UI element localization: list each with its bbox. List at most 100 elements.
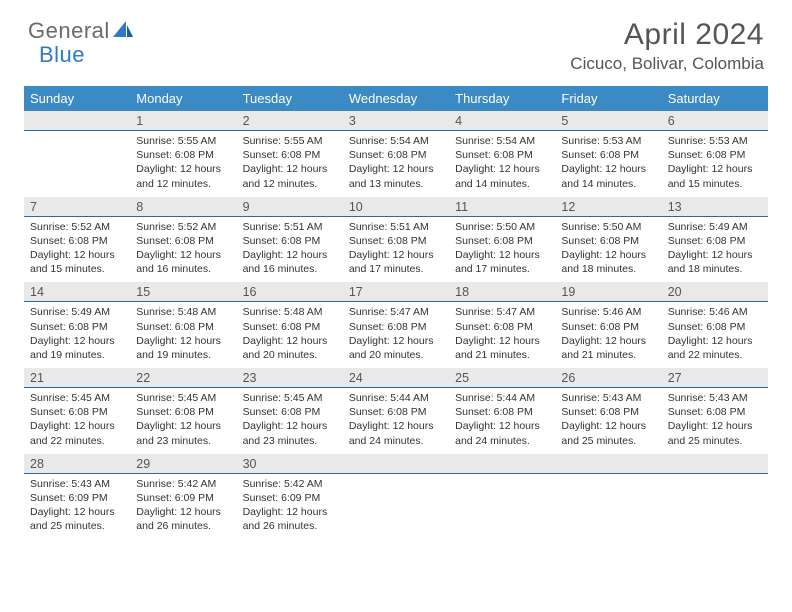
dow-cell: Wednesday <box>343 86 449 111</box>
title-block: April 2024 Cicuco, Bolivar, Colombia <box>570 18 764 74</box>
day-cell: 14Sunrise: 5:49 AMSunset: 6:08 PMDayligh… <box>24 282 130 368</box>
day-details: Sunrise: 5:47 AMSunset: 6:08 PMDaylight:… <box>343 302 449 368</box>
day-number: 6 <box>662 111 768 131</box>
day-cell: 1Sunrise: 5:55 AMSunset: 6:08 PMDaylight… <box>130 111 236 197</box>
day-cell: 30Sunrise: 5:42 AMSunset: 6:09 PMDayligh… <box>237 454 343 540</box>
day-number: 20 <box>662 282 768 302</box>
day-cell: 19Sunrise: 5:46 AMSunset: 6:08 PMDayligh… <box>555 282 661 368</box>
day-cell: 12Sunrise: 5:50 AMSunset: 6:08 PMDayligh… <box>555 197 661 283</box>
day-cell: 29Sunrise: 5:42 AMSunset: 6:09 PMDayligh… <box>130 454 236 540</box>
brand-part1: General <box>28 18 110 44</box>
day-details: Sunrise: 5:53 AMSunset: 6:08 PMDaylight:… <box>555 131 661 197</box>
day-cell <box>449 454 555 540</box>
week-row: 28Sunrise: 5:43 AMSunset: 6:09 PMDayligh… <box>24 454 768 540</box>
day-details: Sunrise: 5:46 AMSunset: 6:08 PMDaylight:… <box>662 302 768 368</box>
empty-day-bar <box>24 111 130 131</box>
day-number: 7 <box>24 197 130 217</box>
day-number: 12 <box>555 197 661 217</box>
day-details: Sunrise: 5:51 AMSunset: 6:08 PMDaylight:… <box>237 217 343 283</box>
day-details: Sunrise: 5:44 AMSunset: 6:08 PMDaylight:… <box>449 388 555 454</box>
day-number: 25 <box>449 368 555 388</box>
day-number: 29 <box>130 454 236 474</box>
day-number: 23 <box>237 368 343 388</box>
day-number: 22 <box>130 368 236 388</box>
day-details: Sunrise: 5:52 AMSunset: 6:08 PMDaylight:… <box>24 217 130 283</box>
week-row: 14Sunrise: 5:49 AMSunset: 6:08 PMDayligh… <box>24 282 768 368</box>
brand-sail-icon <box>112 20 134 45</box>
day-cell: 23Sunrise: 5:45 AMSunset: 6:08 PMDayligh… <box>237 368 343 454</box>
day-number: 17 <box>343 282 449 302</box>
weeks-container: 1Sunrise: 5:55 AMSunset: 6:08 PMDaylight… <box>24 111 768 539</box>
day-cell: 24Sunrise: 5:44 AMSunset: 6:08 PMDayligh… <box>343 368 449 454</box>
day-number: 18 <box>449 282 555 302</box>
day-cell: 16Sunrise: 5:48 AMSunset: 6:08 PMDayligh… <box>237 282 343 368</box>
day-cell: 3Sunrise: 5:54 AMSunset: 6:08 PMDaylight… <box>343 111 449 197</box>
day-details: Sunrise: 5:48 AMSunset: 6:08 PMDaylight:… <box>237 302 343 368</box>
brand-part2: Blue <box>39 42 85 67</box>
dow-cell: Thursday <box>449 86 555 111</box>
day-cell <box>24 111 130 197</box>
day-number: 1 <box>130 111 236 131</box>
day-details: Sunrise: 5:43 AMSunset: 6:08 PMDaylight:… <box>555 388 661 454</box>
day-number: 14 <box>24 282 130 302</box>
dow-cell: Monday <box>130 86 236 111</box>
day-number: 10 <box>343 197 449 217</box>
dow-cell: Saturday <box>662 86 768 111</box>
day-details: Sunrise: 5:55 AMSunset: 6:08 PMDaylight:… <box>237 131 343 197</box>
day-details: Sunrise: 5:51 AMSunset: 6:08 PMDaylight:… <box>343 217 449 283</box>
day-details: Sunrise: 5:53 AMSunset: 6:08 PMDaylight:… <box>662 131 768 197</box>
day-number: 21 <box>24 368 130 388</box>
dow-cell: Sunday <box>24 86 130 111</box>
day-of-week-header: SundayMondayTuesdayWednesdayThursdayFrid… <box>24 86 768 111</box>
day-details: Sunrise: 5:43 AMSunset: 6:09 PMDaylight:… <box>24 474 130 540</box>
day-cell: 13Sunrise: 5:49 AMSunset: 6:08 PMDayligh… <box>662 197 768 283</box>
day-number: 5 <box>555 111 661 131</box>
day-number: 9 <box>237 197 343 217</box>
day-number: 13 <box>662 197 768 217</box>
dow-cell: Friday <box>555 86 661 111</box>
day-cell: 26Sunrise: 5:43 AMSunset: 6:08 PMDayligh… <box>555 368 661 454</box>
empty-day-bar <box>449 454 555 474</box>
week-row: 7Sunrise: 5:52 AMSunset: 6:08 PMDaylight… <box>24 197 768 283</box>
day-cell <box>662 454 768 540</box>
day-details: Sunrise: 5:52 AMSunset: 6:08 PMDaylight:… <box>130 217 236 283</box>
day-cell: 22Sunrise: 5:45 AMSunset: 6:08 PMDayligh… <box>130 368 236 454</box>
day-cell: 21Sunrise: 5:45 AMSunset: 6:08 PMDayligh… <box>24 368 130 454</box>
empty-day-bar <box>555 454 661 474</box>
day-number: 8 <box>130 197 236 217</box>
day-details: Sunrise: 5:47 AMSunset: 6:08 PMDaylight:… <box>449 302 555 368</box>
day-cell: 2Sunrise: 5:55 AMSunset: 6:08 PMDaylight… <box>237 111 343 197</box>
day-number: 11 <box>449 197 555 217</box>
day-number: 27 <box>662 368 768 388</box>
day-details: Sunrise: 5:48 AMSunset: 6:08 PMDaylight:… <box>130 302 236 368</box>
day-cell: 28Sunrise: 5:43 AMSunset: 6:09 PMDayligh… <box>24 454 130 540</box>
day-number: 30 <box>237 454 343 474</box>
location-label: Cicuco, Bolivar, Colombia <box>570 54 764 74</box>
day-number: 3 <box>343 111 449 131</box>
week-row: 21Sunrise: 5:45 AMSunset: 6:08 PMDayligh… <box>24 368 768 454</box>
day-number: 16 <box>237 282 343 302</box>
day-number: 4 <box>449 111 555 131</box>
day-details: Sunrise: 5:45 AMSunset: 6:08 PMDaylight:… <box>130 388 236 454</box>
day-details: Sunrise: 5:54 AMSunset: 6:08 PMDaylight:… <box>449 131 555 197</box>
day-details: Sunrise: 5:49 AMSunset: 6:08 PMDaylight:… <box>24 302 130 368</box>
day-number: 28 <box>24 454 130 474</box>
day-cell: 20Sunrise: 5:46 AMSunset: 6:08 PMDayligh… <box>662 282 768 368</box>
dow-cell: Tuesday <box>237 86 343 111</box>
day-details: Sunrise: 5:44 AMSunset: 6:08 PMDaylight:… <box>343 388 449 454</box>
day-cell: 10Sunrise: 5:51 AMSunset: 6:08 PMDayligh… <box>343 197 449 283</box>
day-cell: 25Sunrise: 5:44 AMSunset: 6:08 PMDayligh… <box>449 368 555 454</box>
day-details: Sunrise: 5:55 AMSunset: 6:08 PMDaylight:… <box>130 131 236 197</box>
day-cell: 11Sunrise: 5:50 AMSunset: 6:08 PMDayligh… <box>449 197 555 283</box>
day-details: Sunrise: 5:54 AMSunset: 6:08 PMDaylight:… <box>343 131 449 197</box>
day-number: 26 <box>555 368 661 388</box>
day-details: Sunrise: 5:46 AMSunset: 6:08 PMDaylight:… <box>555 302 661 368</box>
day-cell: 17Sunrise: 5:47 AMSunset: 6:08 PMDayligh… <box>343 282 449 368</box>
day-details: Sunrise: 5:50 AMSunset: 6:08 PMDaylight:… <box>555 217 661 283</box>
day-cell: 7Sunrise: 5:52 AMSunset: 6:08 PMDaylight… <box>24 197 130 283</box>
brand-part2-wrap: Blue <box>39 42 85 68</box>
day-number: 15 <box>130 282 236 302</box>
month-title: April 2024 <box>570 18 764 52</box>
empty-day-bar <box>343 454 449 474</box>
empty-day-bar <box>662 454 768 474</box>
